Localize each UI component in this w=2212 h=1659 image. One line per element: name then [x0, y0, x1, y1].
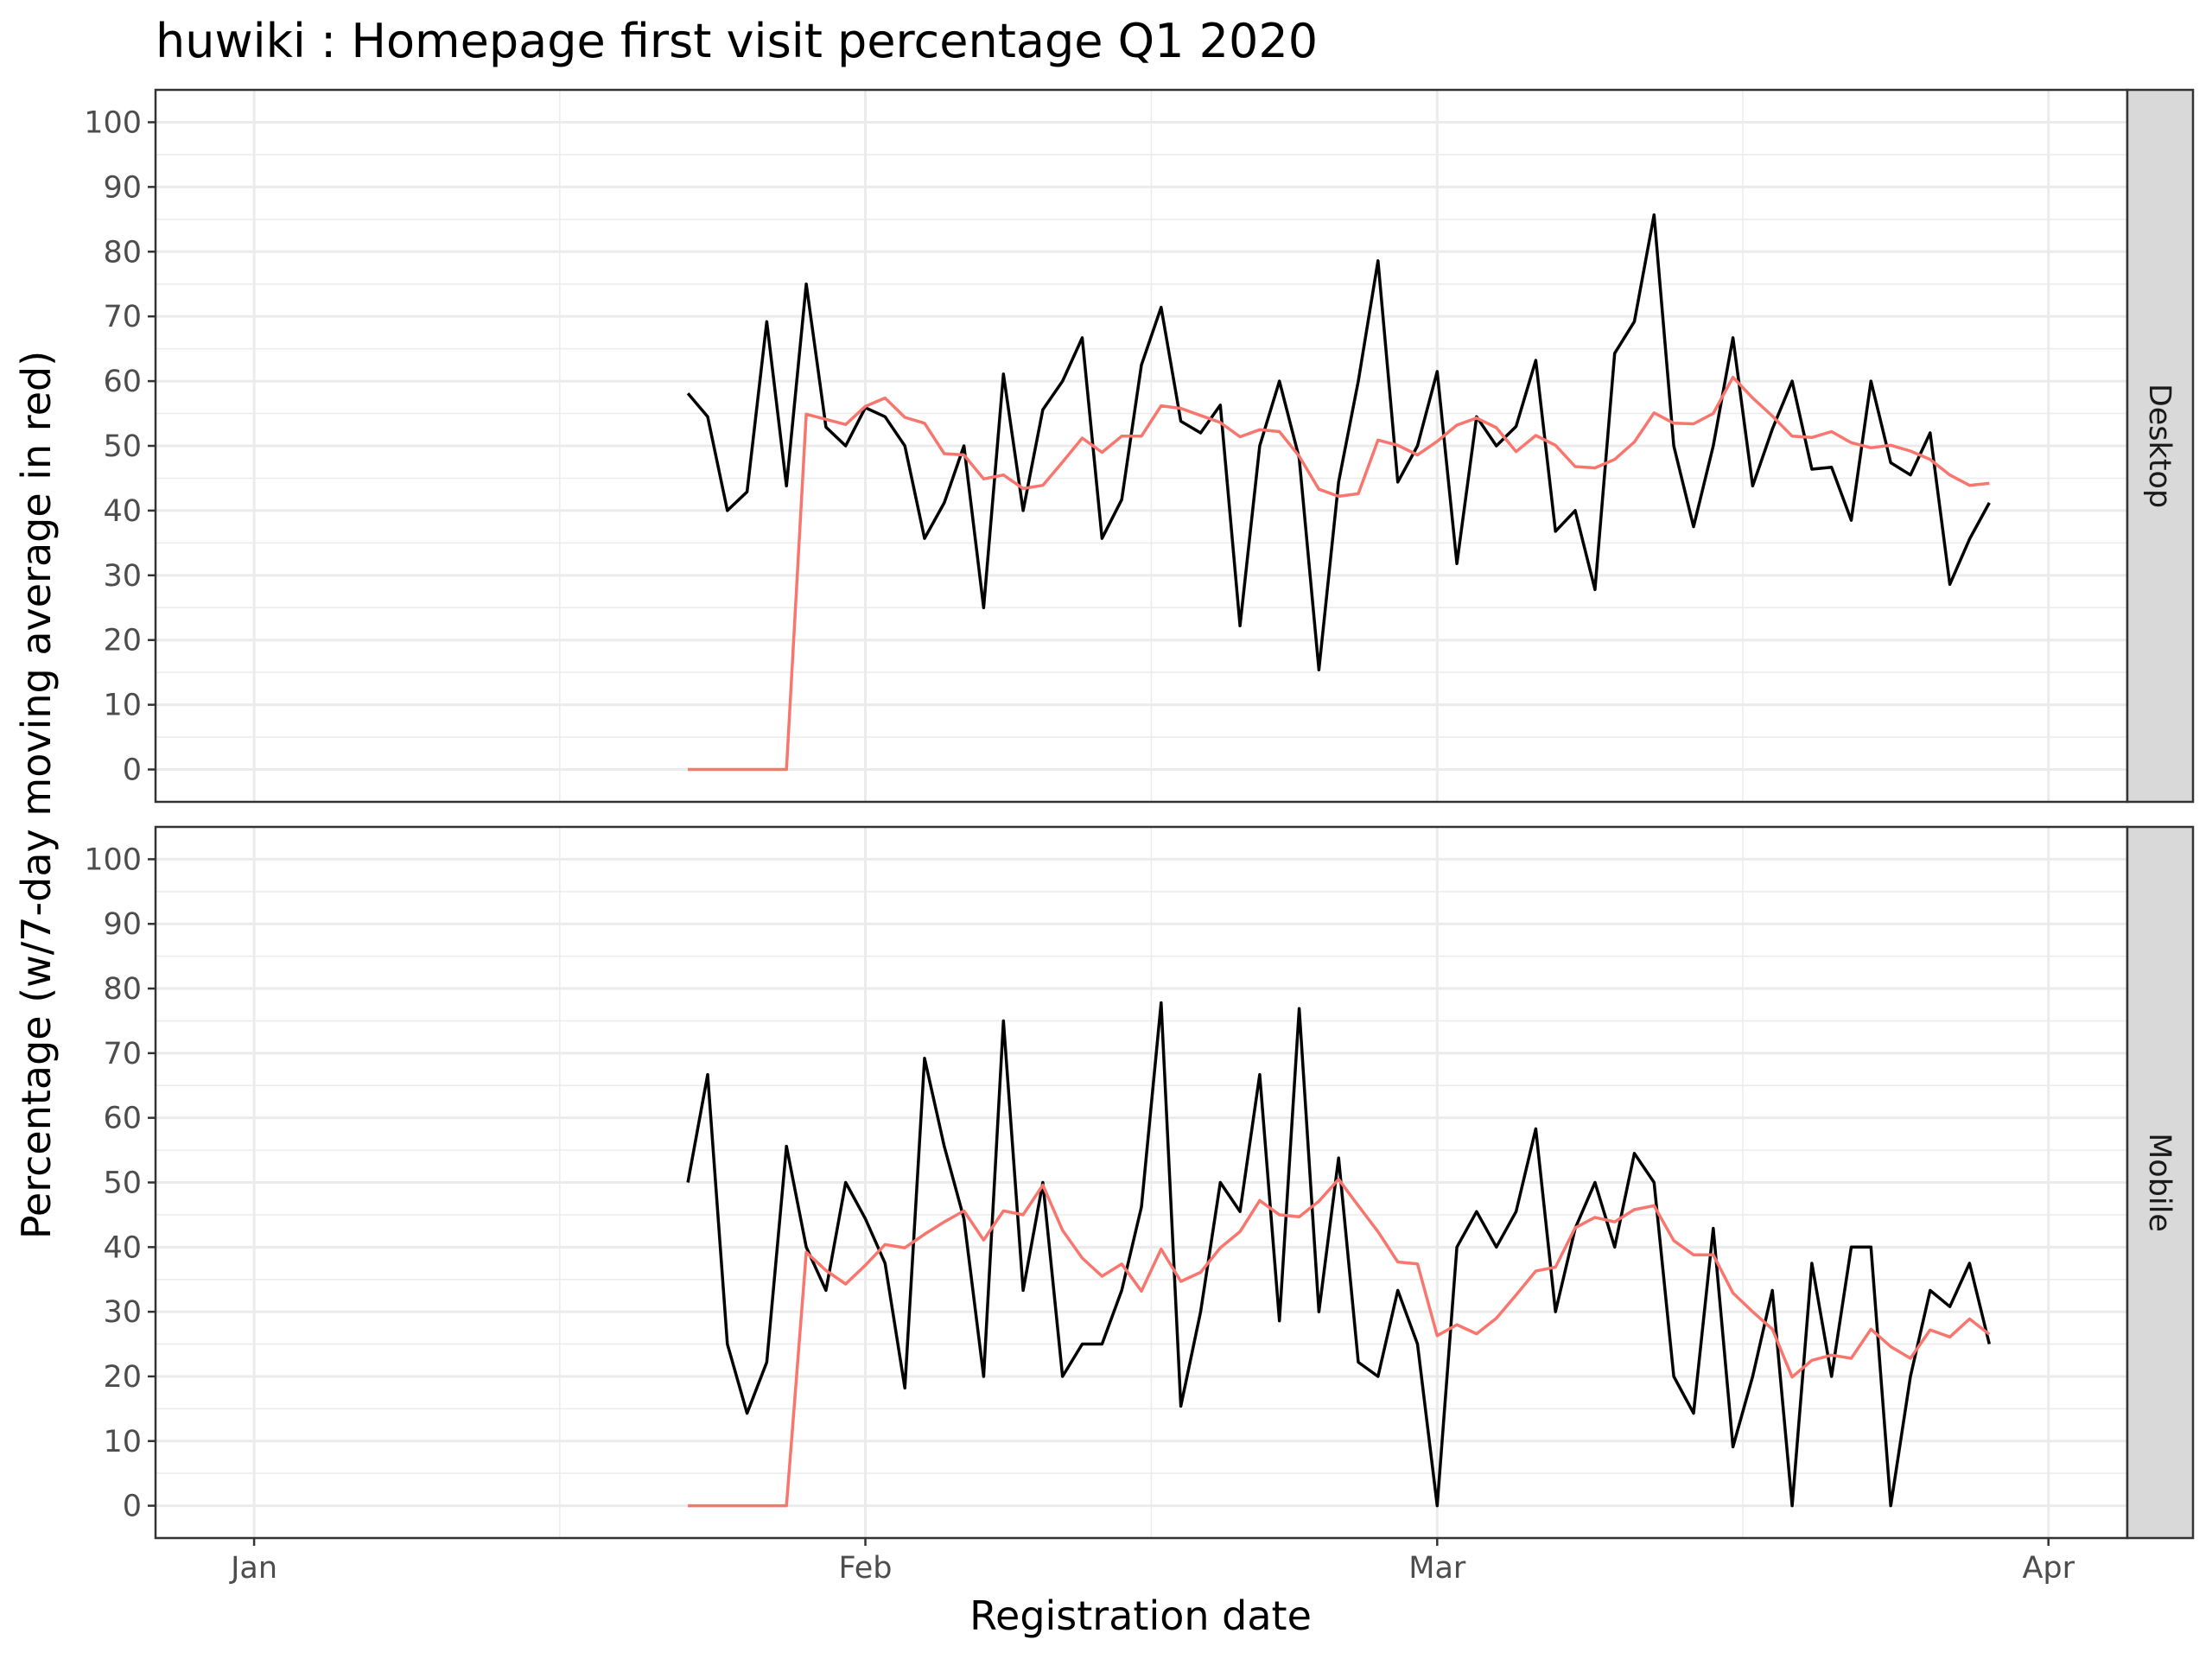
y-tick-label: 90 [103, 907, 142, 942]
desktop-moving-average-line [688, 375, 1990, 772]
y-tick-label: 60 [103, 1102, 142, 1136]
chart-title: huwiki : Homepage first visit percentage… [156, 14, 1318, 68]
y-tick-label: 0 [123, 753, 142, 788]
y-tick-label: 40 [103, 494, 142, 529]
y-tick-label: 20 [103, 624, 142, 658]
facet-strip-label: Mobile [2142, 1133, 2177, 1232]
x-tick-label: Apr [2022, 1551, 2075, 1586]
y-tick-label: 20 [103, 1360, 142, 1395]
facet-strip [2126, 825, 2195, 1540]
x-tick-label: Mar [1408, 1551, 1466, 1586]
y-tick-label: 0 [123, 1490, 142, 1524]
y-tick-label: 100 [84, 105, 142, 140]
y-tick-label: 30 [103, 559, 142, 594]
y-tick-label: 60 [103, 365, 142, 399]
y-tick-label: 70 [103, 300, 142, 334]
y-tick-label: 10 [103, 1425, 142, 1459]
y-tick-label: 80 [103, 972, 142, 1007]
facet-panel-mobile: 0 10 20 30 40 50 60 70 80 90 100 Mobile [84, 825, 2195, 1540]
x-axis: Jan Feb Mar Apr [229, 1538, 2075, 1586]
desktop-raw-line [686, 213, 1991, 671]
mobile-moving-average-line [688, 1178, 1991, 1508]
y-tick-label: 50 [103, 1166, 142, 1201]
y-tick-label: 50 [103, 429, 142, 464]
facet-strip-label: Desktop [2142, 384, 2177, 508]
facet-panel-desktop: 0 10 20 30 40 50 60 70 80 90 100 Desktop [84, 88, 2195, 804]
mobile-raw-line [686, 1001, 1991, 1508]
y-tick-label: 10 [103, 689, 142, 723]
y-axis-title: Percentage (w/7-day moving average in re… [13, 351, 60, 1239]
y-tick-label: 90 [103, 170, 142, 205]
y-tick-label: 100 [84, 842, 142, 877]
facet-strip [2126, 88, 2195, 804]
x-tick-label: Feb [839, 1551, 893, 1586]
y-tick-label: 80 [103, 235, 142, 270]
x-axis-title: Registration date [969, 1592, 1312, 1639]
x-tick-label: Jan [229, 1551, 277, 1586]
y-tick-label: 70 [103, 1037, 142, 1071]
y-tick-label: 30 [103, 1295, 142, 1330]
y-tick-label: 40 [103, 1230, 142, 1265]
